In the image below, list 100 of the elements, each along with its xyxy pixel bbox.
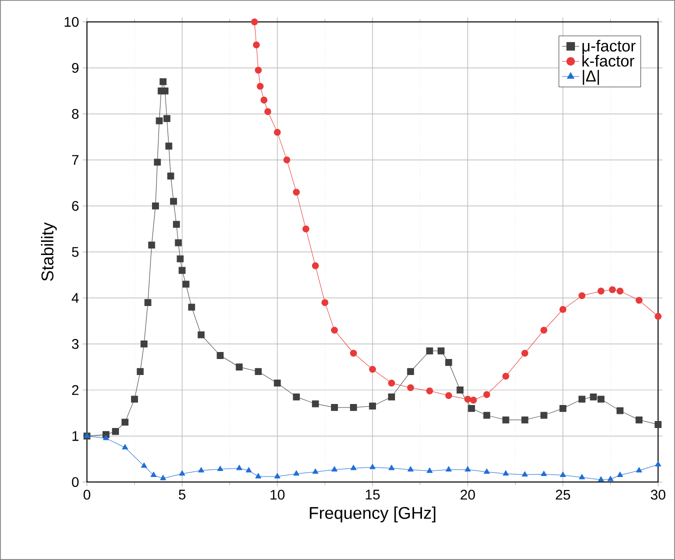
point	[369, 402, 376, 410]
point	[172, 220, 180, 228]
point	[144, 299, 152, 306]
point	[616, 407, 624, 414]
point	[198, 331, 205, 338]
point	[330, 326, 338, 334]
point	[152, 202, 159, 210]
point	[388, 393, 396, 400]
point	[293, 470, 300, 476]
point	[654, 421, 662, 428]
y-tick-label: 4	[72, 293, 79, 303]
y-tick-label: 5	[72, 247, 79, 257]
x-tick-label: 30	[650, 490, 666, 500]
point	[274, 473, 280, 478]
point	[178, 266, 186, 274]
point	[350, 350, 357, 357]
point	[330, 404, 338, 411]
point	[236, 464, 242, 470]
point	[252, 41, 260, 48]
point	[446, 466, 452, 472]
point	[350, 464, 356, 470]
y-tick-label: 8	[72, 108, 79, 119]
point	[407, 368, 414, 376]
point	[331, 466, 338, 472]
point	[174, 239, 182, 246]
point	[502, 416, 510, 424]
point	[522, 471, 528, 477]
point	[445, 392, 452, 399]
point	[483, 391, 490, 398]
point	[162, 87, 168, 94]
point	[182, 280, 190, 288]
point	[122, 444, 128, 450]
point	[112, 428, 119, 435]
point	[464, 396, 472, 403]
point	[426, 468, 433, 473]
legend-label: k-factor	[582, 54, 634, 67]
point	[578, 292, 586, 300]
point	[608, 286, 616, 294]
point	[655, 461, 662, 466]
point	[598, 396, 604, 403]
point	[176, 255, 184, 262]
y-tick-label: 9	[72, 62, 78, 73]
point	[468, 404, 475, 412]
point	[255, 473, 262, 478]
point	[292, 393, 300, 400]
point	[426, 387, 434, 394]
y-tick-label: 6	[72, 201, 79, 211]
point	[598, 288, 604, 295]
x-tick-label: 25	[556, 490, 570, 500]
point	[254, 66, 262, 74]
point	[292, 188, 300, 196]
x-axis-title: Frequency [GHz]	[310, 506, 436, 522]
point	[559, 306, 566, 313]
point	[521, 350, 528, 357]
point	[264, 108, 272, 116]
point	[251, 18, 258, 26]
point	[540, 470, 547, 476]
point	[312, 262, 319, 270]
point	[636, 467, 642, 472]
point	[140, 340, 148, 348]
point	[216, 352, 224, 359]
point	[483, 412, 490, 419]
point	[369, 366, 376, 373]
y-tick-label: 10	[64, 16, 79, 27]
point	[198, 467, 204, 472]
point	[150, 472, 157, 477]
x-tick-label: 0	[84, 490, 90, 500]
y-tick-label: 7	[72, 155, 78, 165]
point	[236, 364, 243, 370]
point	[163, 115, 170, 122]
x-tick-label: 10	[270, 490, 285, 500]
point	[131, 396, 138, 403]
point	[540, 412, 548, 419]
point	[598, 476, 604, 482]
point	[156, 117, 163, 124]
point	[160, 474, 166, 480]
point	[136, 368, 144, 376]
y-tick-label: 1	[72, 431, 78, 441]
point	[283, 156, 290, 164]
legend-label: μ-factor	[582, 40, 636, 54]
point	[521, 416, 528, 424]
point	[170, 198, 178, 205]
point	[470, 396, 477, 404]
point	[179, 470, 186, 476]
point	[654, 312, 662, 320]
point	[148, 242, 156, 249]
point	[388, 464, 395, 470]
point	[426, 347, 434, 354]
y-tick-label: 3	[72, 339, 79, 349]
point	[540, 326, 548, 334]
legend-label: |Δ|	[582, 70, 599, 85]
y-tick-label: 0	[72, 477, 79, 487]
point	[246, 467, 252, 472]
point	[274, 128, 281, 136]
point	[408, 466, 414, 472]
point	[502, 372, 510, 380]
point	[274, 380, 281, 387]
point	[102, 434, 109, 440]
point	[302, 226, 310, 232]
x-tick-label: 20	[460, 490, 475, 500]
